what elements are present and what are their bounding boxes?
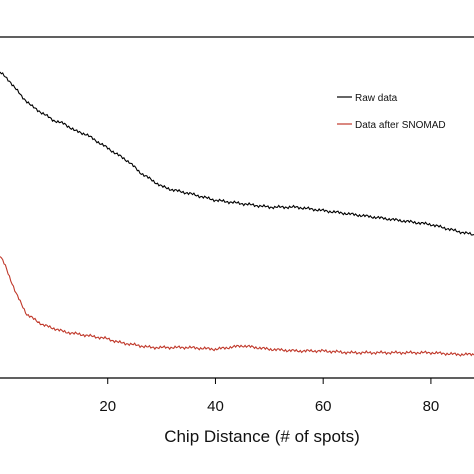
x-tick-label: 40 — [207, 398, 224, 415]
series-line-data-after-snomad — [0, 256, 474, 357]
series-layer — [0, 71, 474, 357]
x-tick-label: 60 — [315, 398, 332, 415]
x-axis-title: Chip Distance (# of spots) — [164, 427, 360, 446]
legend-label-data-after-snomad: Data after SNOMAD — [355, 120, 446, 131]
x-tick-label: 20 — [99, 398, 116, 415]
legend-label-raw-data: Raw data — [355, 93, 398, 104]
x-tick-label: 80 — [423, 398, 440, 415]
legend: Raw data Data after SNOMAD — [337, 93, 446, 131]
series-line-raw-data — [0, 71, 474, 236]
plot-frame — [0, 36, 474, 379]
x-ticks: 20 40 60 80 — [99, 378, 439, 415]
